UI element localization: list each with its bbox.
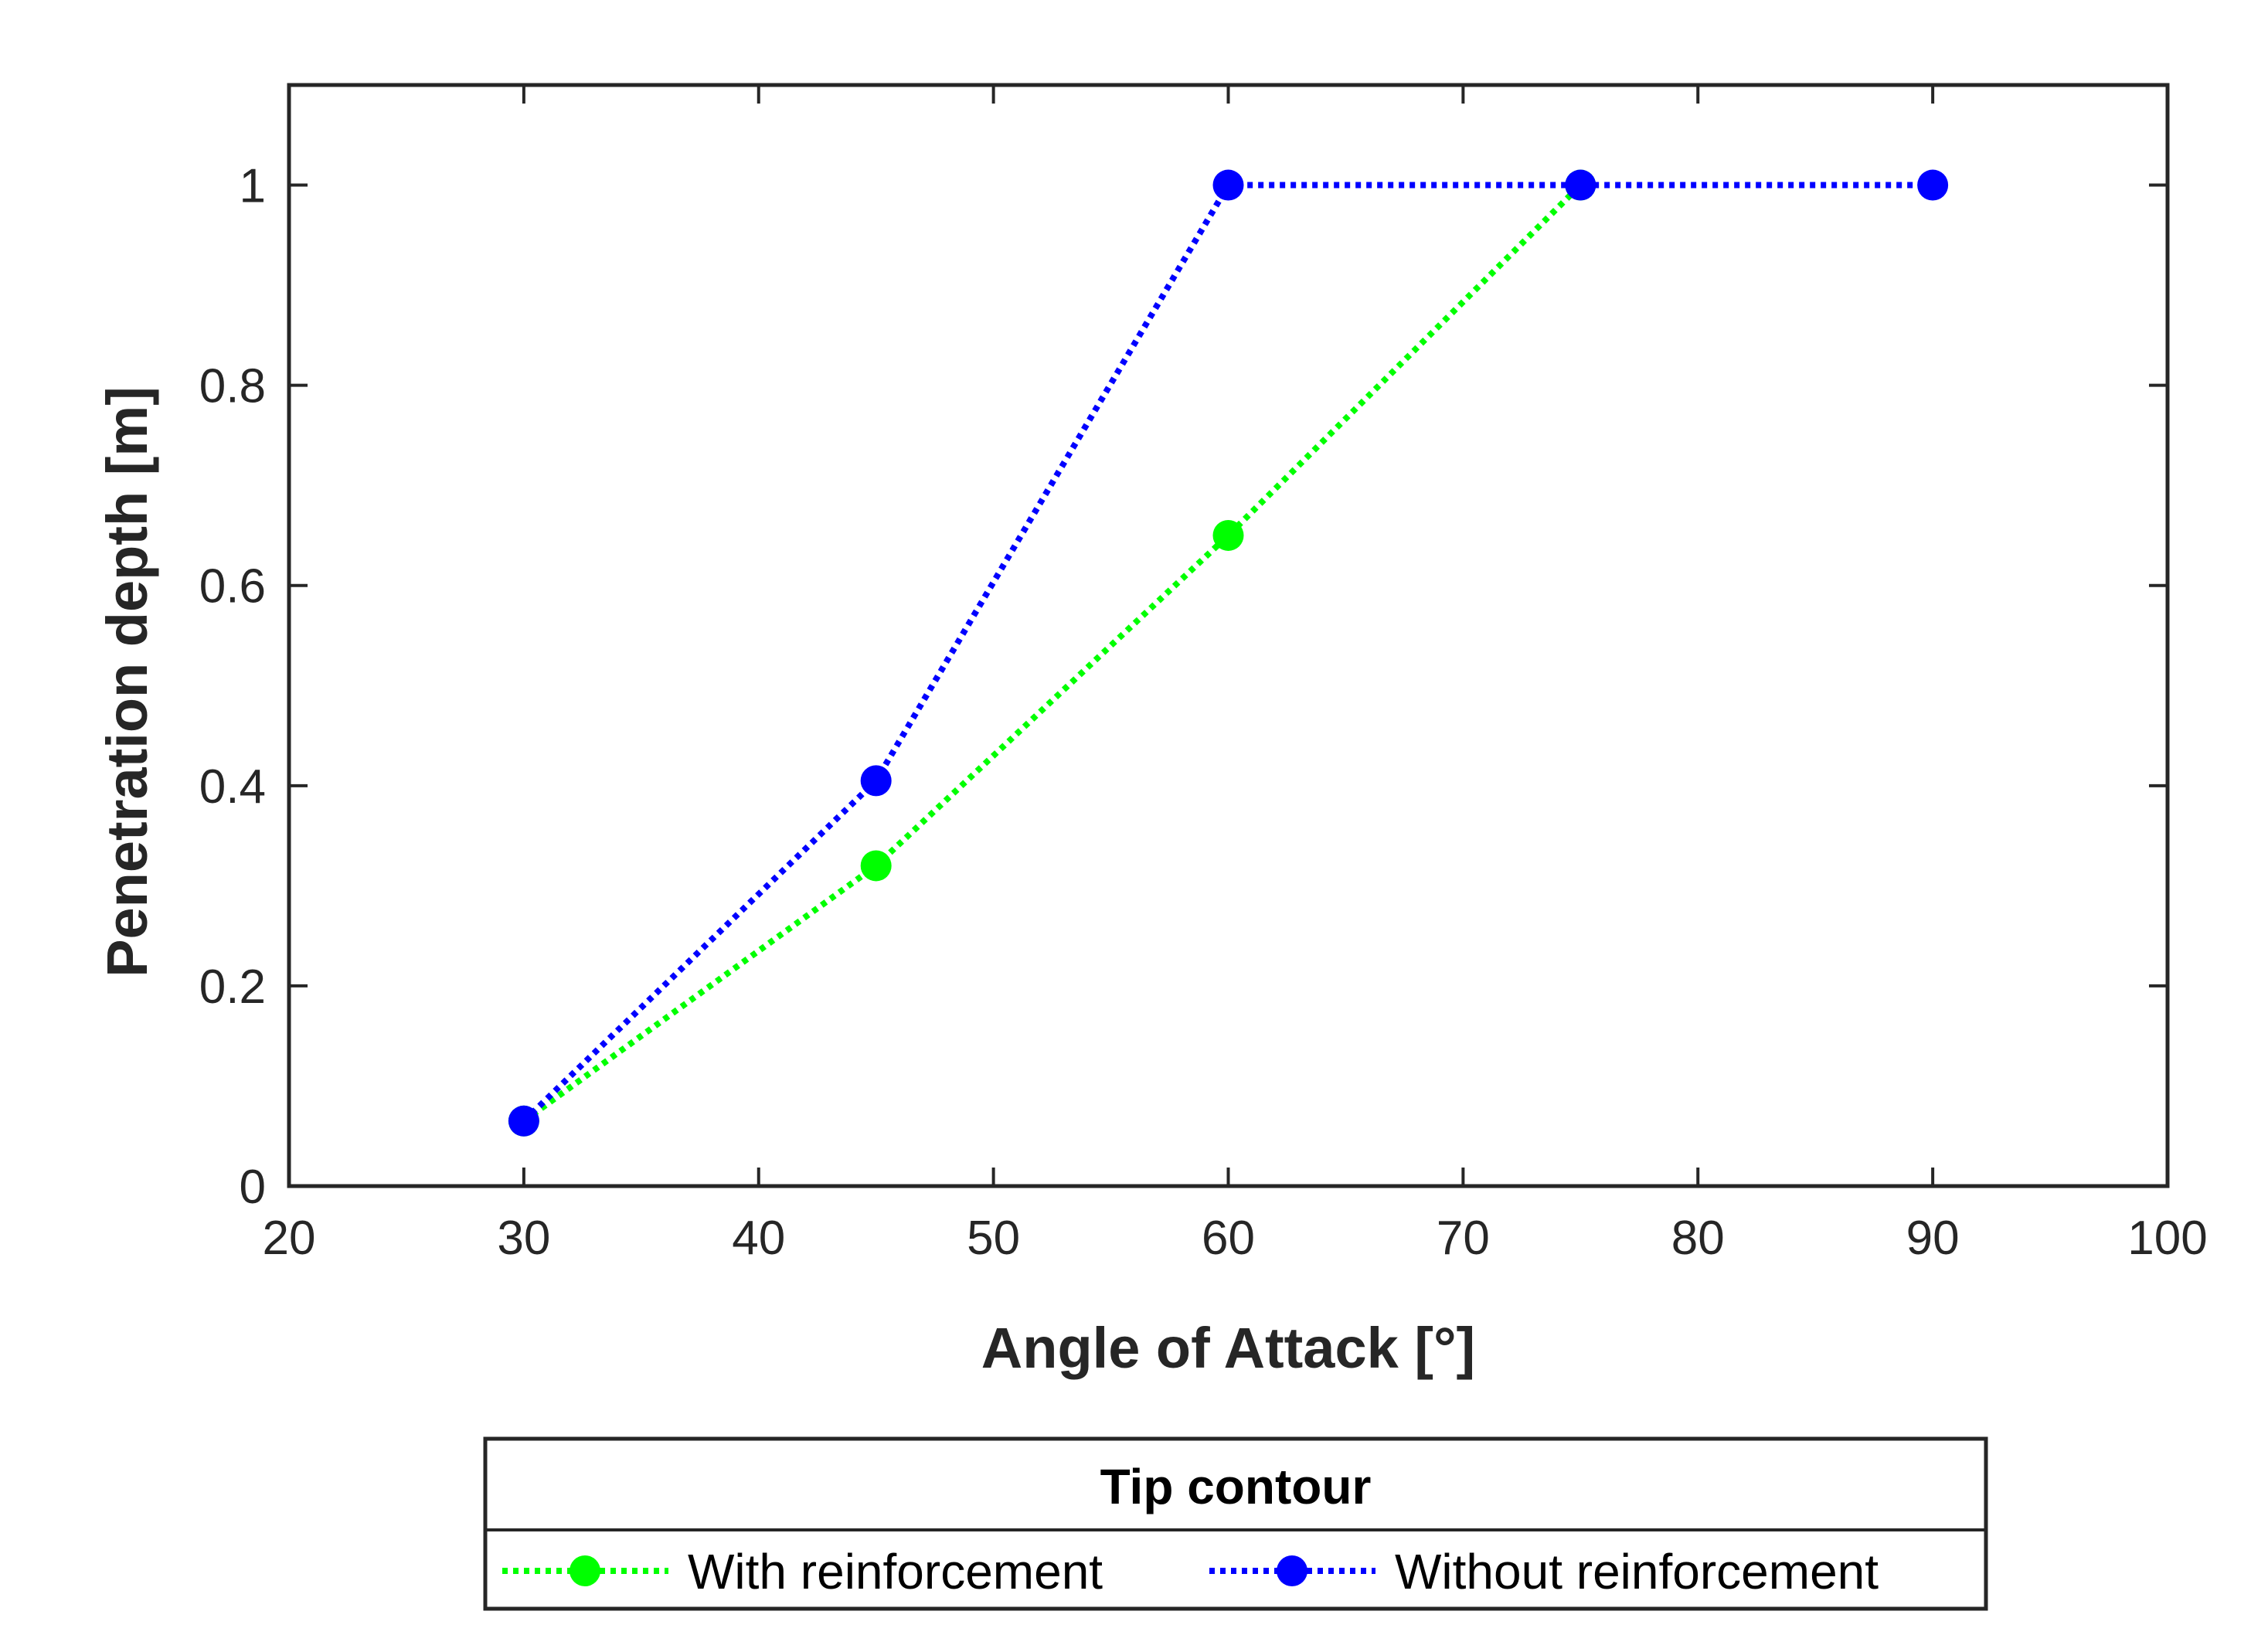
plot-area [287,83,2170,1188]
data-point [1565,169,1596,201]
data-point [1212,169,1244,201]
data-point [508,1105,539,1137]
x-tick-label: 60 [1202,1212,1255,1265]
legend-marker-swatch [570,1555,600,1586]
x-tick-label: 30 [497,1212,550,1265]
legend-entry: Without reinforcement [1209,1544,1879,1599]
data-point [1917,169,1949,201]
data-point [1212,519,1244,551]
x-tick-label: 100 [2127,1212,2207,1265]
y-tick-label: 0.6 [199,560,266,614]
series-layer [508,169,1949,1137]
y-tick-label: 0.4 [199,760,266,814]
series-1 [508,169,1949,1137]
x-tick-label: 70 [1437,1212,1490,1265]
data-point [860,850,892,882]
legend-label: Without reinforcement [1395,1544,1879,1599]
legend-box [483,1436,1988,1611]
legend-entries: With reinforcement Without reinforcement [502,1544,1879,1599]
x-tick-label: 80 [1671,1212,1725,1265]
legend-entry: With reinforcement [502,1544,1103,1599]
x-tick-label: 20 [263,1212,316,1265]
data-point [860,765,892,797]
y-tick-label: 1 [240,160,266,213]
y-tick-label: 0.2 [199,960,266,1014]
legend: Tip contour With reinforcement Without re… [483,1436,1988,1611]
y-axis-title: Penetration depth [m] [95,386,159,977]
series-line [522,182,1583,1124]
legend-label: With reinforcement [688,1544,1103,1599]
y-axis: 0 0.2 0.4 0.6 0.8 1 [199,160,2168,1214]
x-tick-label: 90 [1906,1212,1960,1265]
x-tick-label: 40 [732,1212,785,1265]
x-axis-title: Angle of Attack [°] [981,1316,1475,1380]
y-tick-label: 0.8 [199,360,266,413]
legend-title: Tip contour [1100,1459,1372,1514]
x-tick-label: 50 [967,1212,1020,1265]
legend-marker-swatch [1277,1555,1307,1586]
x-axis: 20 30 40 50 60 70 80 90 100 [263,85,2208,1265]
y-tick-label: 0 [240,1161,266,1214]
